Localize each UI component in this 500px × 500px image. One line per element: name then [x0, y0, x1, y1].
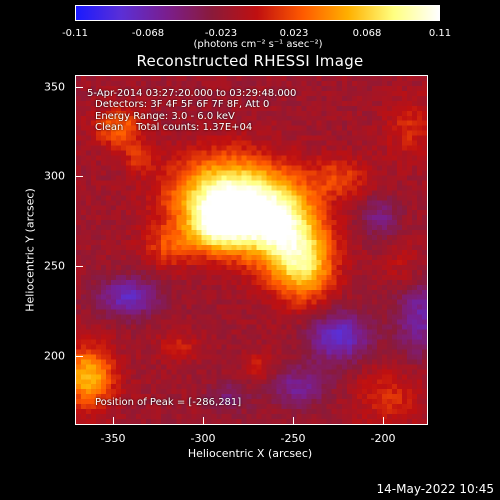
info-energy: Energy Range: 3.0 - 6.0 keV — [95, 111, 235, 122]
peak-position: Position of Peak = [-286,281] — [95, 397, 242, 408]
timestamp: 14-May-2022 10:45 — [376, 482, 494, 496]
colorbar-tick: 0.023 — [279, 28, 309, 39]
info-clean: Clean Total counts: 1.37E+04 — [95, 122, 253, 133]
colorbar — [75, 5, 440, 21]
y-axis-label: Heliocentric Y (arcsec) — [23, 188, 37, 312]
heatmap-image — [76, 76, 427, 424]
colorbar-tick: 0.068 — [352, 28, 382, 39]
x-tick-label: -350 — [100, 432, 126, 445]
x-tick-label: -300 — [190, 432, 216, 445]
plot-frame — [75, 75, 428, 425]
y-tick-label: 200 — [44, 349, 65, 363]
info-detectors: Detectors: 3F 4F 5F 6F 7F 8F, Att 0 — [95, 99, 270, 110]
info-time-range: 5-Apr-2014 03:27:20.000 to 03:29:48.000 — [87, 88, 297, 99]
y-tick-label: 300 — [44, 169, 65, 183]
colorbar-tick: -0.023 — [204, 28, 238, 39]
x-axis-label: Heliocentric X (arcsec) — [187, 447, 313, 460]
colorbar-units: (photons cm⁻² s⁻¹ asec⁻²) — [193, 39, 323, 50]
plot-title: Reconstructed RHESSI Image — [136, 52, 364, 70]
x-tick-label: -250 — [280, 432, 306, 445]
y-tick-label: 350 — [44, 80, 65, 94]
y-tick-label: 250 — [44, 259, 65, 273]
colorbar-tick: -0.068 — [131, 28, 165, 39]
colorbar-tick: 0.11 — [428, 28, 452, 39]
colorbar-tick: -0.11 — [62, 28, 88, 39]
x-tick-label: -200 — [370, 432, 396, 445]
